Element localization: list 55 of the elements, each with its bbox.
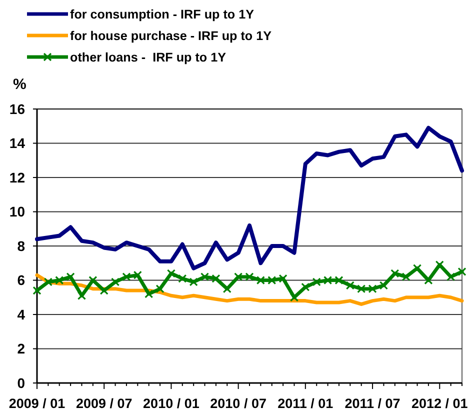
point [458,267,466,276]
point [301,282,310,292]
x-tick-label: 2009 / 01 [8,396,66,411]
x-tick-label: 2010 / 07 [210,396,266,411]
point [212,274,220,283]
point [122,272,131,282]
legend-label: for house purchase - IRF up to 1Y [70,28,272,43]
x-tick-label: 2010 / 01 [143,396,200,411]
point [334,276,344,285]
point [144,290,154,298]
point [402,272,410,282]
y-tick-label: 16 [9,100,26,117]
point [55,276,64,285]
point [200,272,210,282]
point [178,274,187,283]
y-tick-label: 4 [17,306,26,322]
y-tick-label: 2 [17,340,26,357]
point [133,270,142,280]
point [268,276,276,285]
y-tick-label: 8 [17,238,26,254]
y-tick-label: 10 [9,204,26,220]
point [189,278,198,286]
point [32,286,42,295]
y-tick-label: 12 [9,169,26,186]
point [412,264,422,273]
x-tick-label: 2012 / 01 [411,396,468,411]
point [323,276,332,285]
y-axis-title: % [13,76,26,93]
point [368,284,377,294]
point [110,278,120,286]
line-series [35,126,464,270]
point [446,272,456,282]
point [256,276,265,285]
x-tick-label: 2011 / 07 [344,396,400,411]
x-tick-label: 2011 / 01 [278,396,334,411]
point [278,274,288,283]
point [346,281,354,290]
y-tick-label: 6 [17,272,26,288]
x-tick-label: 2009 / 07 [76,396,132,411]
y-tick-label: 14 [9,135,26,152]
point [379,281,388,290]
y-tick-label: 0 [17,374,26,391]
point [390,269,400,278]
point [357,284,366,294]
legend-label: other loans - IRF up to 1Y [70,50,227,64]
point [245,272,254,282]
line-series [35,273,464,306]
point [290,293,299,302]
point [44,278,52,286]
legend-label: for consumption - IRF up to 1Y [70,7,255,22]
point [156,284,164,294]
point [234,272,243,282]
point [312,278,321,286]
point [166,269,176,278]
point [66,272,75,282]
